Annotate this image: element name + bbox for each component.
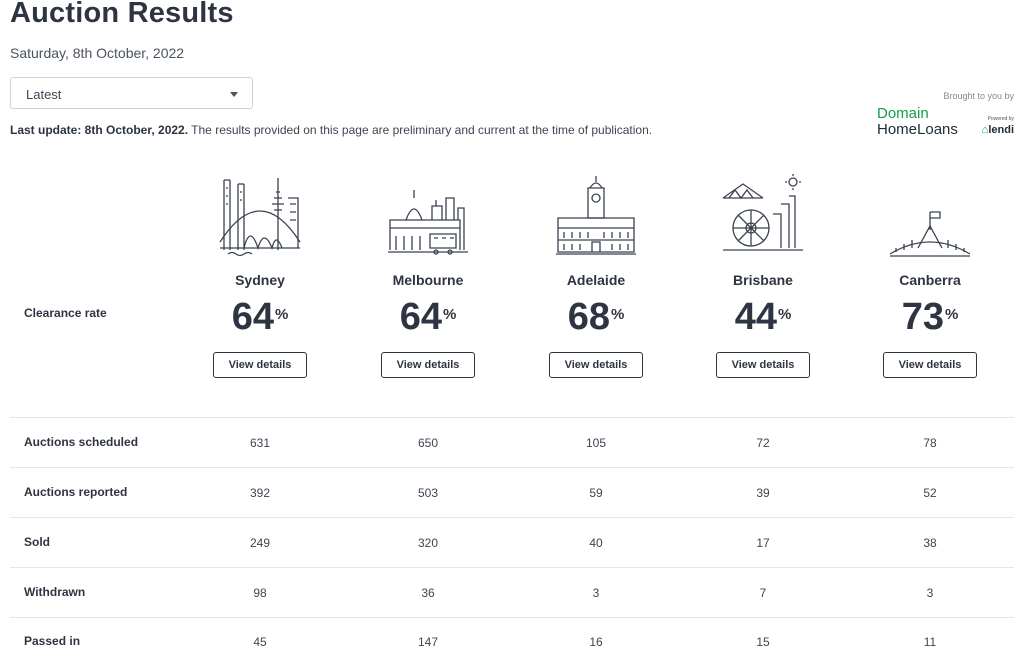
last-update-label: Last update: 8th October, 2022. xyxy=(10,123,189,137)
results-date: Saturday, 8th October, 2022 xyxy=(10,45,185,61)
powered-by-caption: Powered by xyxy=(987,116,1014,122)
table-cell: 631 xyxy=(249,436,271,450)
clearance-rate-sydney: 64% xyxy=(185,294,335,340)
divider xyxy=(10,567,1014,568)
city-name-adelaide: Adelaide xyxy=(566,272,626,288)
percent-sign: % xyxy=(944,306,959,323)
table-cell: 392 xyxy=(249,486,271,500)
city-name-sydney: Sydney xyxy=(235,272,285,288)
row-label: Passed in xyxy=(24,634,81,648)
table-cell: 147 xyxy=(417,635,439,649)
percent-sign: % xyxy=(442,306,457,323)
table-cell: 72 xyxy=(756,436,770,450)
clearance-rate-brisbane: 44% xyxy=(688,294,838,340)
lendi-logo: ⌂lendi xyxy=(982,124,1014,136)
domain-logo-line2: HomeLoans xyxy=(877,121,958,138)
row-label: Withdrawn xyxy=(24,585,86,599)
table-cell: 249 xyxy=(249,536,271,550)
domain-logo-line1: Domain xyxy=(877,105,929,122)
table-cell: 39 xyxy=(756,486,770,500)
table-cell: 3 xyxy=(592,586,600,600)
clearance-rate-canberra: 73% xyxy=(855,294,1005,340)
sponsor-caption: Brought to you by xyxy=(943,91,1014,101)
table-cell: 16 xyxy=(589,635,603,649)
table-cell: 650 xyxy=(417,436,439,450)
canberra-parliament-icon xyxy=(855,208,1005,258)
table-cell: 105 xyxy=(585,436,607,450)
clearance-rate-adelaide: 68% xyxy=(521,294,671,340)
table-cell: 3 xyxy=(926,586,934,600)
city-name-brisbane: Brisbane xyxy=(733,272,793,288)
table-cell: 59 xyxy=(589,486,603,500)
divider xyxy=(10,617,1014,618)
table-cell: 320 xyxy=(417,536,439,550)
percent-sign: % xyxy=(777,306,792,323)
clearance-rate-label: Clearance rate xyxy=(24,306,107,320)
last-update-text: The results provided on this page are pr… xyxy=(188,123,653,137)
chevron-down-icon xyxy=(230,92,238,97)
page-title: Auction Results xyxy=(10,0,234,29)
adelaide-building-icon xyxy=(521,174,671,258)
brisbane-skyline-icon xyxy=(688,174,838,258)
table-cell: 78 xyxy=(923,436,937,450)
table-cell: 38 xyxy=(923,536,937,550)
clearance-rate-melbourne: 64% xyxy=(353,294,503,340)
row-label: Auctions reported xyxy=(24,485,128,499)
divider xyxy=(10,417,1014,418)
table-cell: 36 xyxy=(421,586,435,600)
lendi-house-icon: ⌂ xyxy=(981,124,989,136)
table-cell: 45 xyxy=(253,635,267,649)
rate-value: 73 xyxy=(901,296,944,338)
table-cell: 17 xyxy=(756,536,770,550)
table-cell: 98 xyxy=(253,586,267,600)
sydney-skyline-icon xyxy=(185,174,335,258)
view-details-button-canberra[interactable]: View details xyxy=(883,352,977,378)
lendi-logo-text: lendi xyxy=(988,124,1014,136)
rate-value: 68 xyxy=(567,296,610,338)
table-cell: 7 xyxy=(759,586,767,600)
table-cell: 15 xyxy=(756,635,770,649)
sponsor-block[interactable]: Brought to you by Domain HomeLoans Power… xyxy=(874,91,1014,139)
table-cell: 52 xyxy=(923,486,937,500)
view-details-button-melbourne[interactable]: View details xyxy=(381,352,475,378)
rate-value: 44 xyxy=(734,296,777,338)
table-cell: 503 xyxy=(417,486,439,500)
row-label: Auctions scheduled xyxy=(24,435,139,449)
table-cell: 40 xyxy=(589,536,603,550)
percent-sign: % xyxy=(274,306,289,323)
rate-value: 64 xyxy=(231,296,274,338)
rate-value: 64 xyxy=(399,296,442,338)
date-select[interactable]: Latest xyxy=(10,77,253,109)
percent-sign: % xyxy=(610,306,625,323)
date-select-value: Latest xyxy=(26,87,62,102)
melbourne-skyline-icon xyxy=(353,178,503,258)
divider xyxy=(10,467,1014,468)
city-name-canberra: Canberra xyxy=(899,272,961,288)
divider xyxy=(10,517,1014,518)
city-name-melbourne: Melbourne xyxy=(392,272,464,288)
view-details-button-brisbane[interactable]: View details xyxy=(716,352,810,378)
view-details-button-adelaide[interactable]: View details xyxy=(549,352,643,378)
row-label: Sold xyxy=(24,535,50,549)
last-update-note: Last update: 8th October, 2022. The resu… xyxy=(10,123,652,137)
view-details-button-sydney[interactable]: View details xyxy=(213,352,307,378)
table-cell: 11 xyxy=(923,635,937,649)
